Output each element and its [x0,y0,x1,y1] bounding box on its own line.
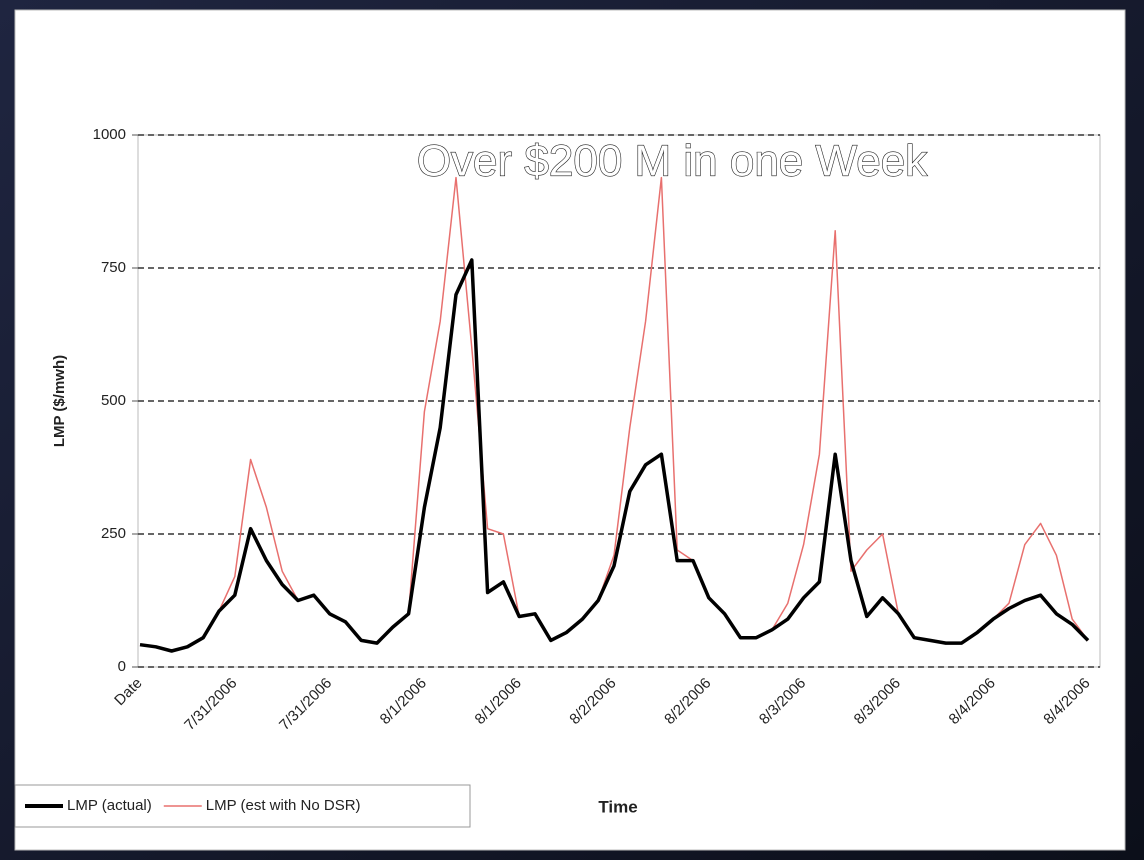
legend-box [14,784,471,828]
legend-label: LMP (est with No DSR) [206,797,361,814]
y-tick-label: 500 [101,392,126,409]
slide-panel [14,9,1126,851]
annotation: Over $200 M in one Week [417,137,928,186]
x-axis-label: Time [598,797,637,816]
legend-label: LMP (actual) [67,797,152,814]
y-axis-label: LMP ($/mwh) [51,355,68,447]
series-line [139,258,1090,653]
y-tick-label: 250 [101,525,126,542]
y-tick-label: 1000 [93,126,126,143]
y-tick-label: 750 [101,259,126,276]
y-tick-label: 0 [118,658,126,675]
